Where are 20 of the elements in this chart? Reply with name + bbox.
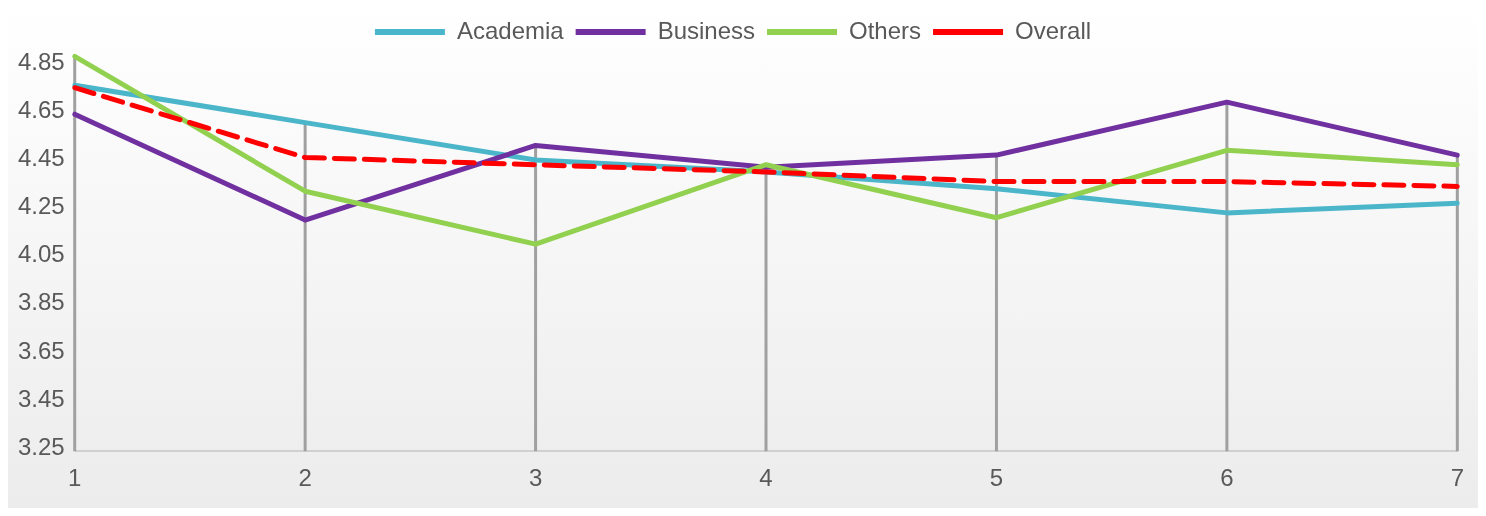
y-tick-label: 3.65	[17, 336, 65, 364]
y-tick-label: 3.25	[17, 432, 65, 460]
y-tick-label: 4.85	[17, 47, 65, 75]
legend-label: Business	[657, 16, 756, 44]
x-tick-label: 4	[759, 464, 773, 492]
legend-label: Others	[849, 16, 922, 44]
y-tick-label: 3.85	[17, 288, 65, 316]
y-tick-label: 3.45	[17, 384, 65, 412]
y-tick-label: 4.05	[17, 240, 65, 268]
y-tick-label: 4.65	[17, 95, 65, 123]
x-tick-label: 6	[1220, 464, 1234, 492]
x-tick-label: 5	[989, 464, 1004, 492]
y-tick-label: 4.25	[17, 192, 65, 220]
y-tick-label: 4.45	[17, 143, 65, 171]
legend-label: Academia	[456, 16, 565, 44]
x-tick-label: 3	[528, 464, 543, 492]
x-tick-label: 2	[298, 464, 312, 492]
legend-label: Overall	[1015, 16, 1092, 44]
x-tick-label: 7	[1450, 464, 1465, 492]
x-tick-label: 1	[68, 464, 82, 492]
